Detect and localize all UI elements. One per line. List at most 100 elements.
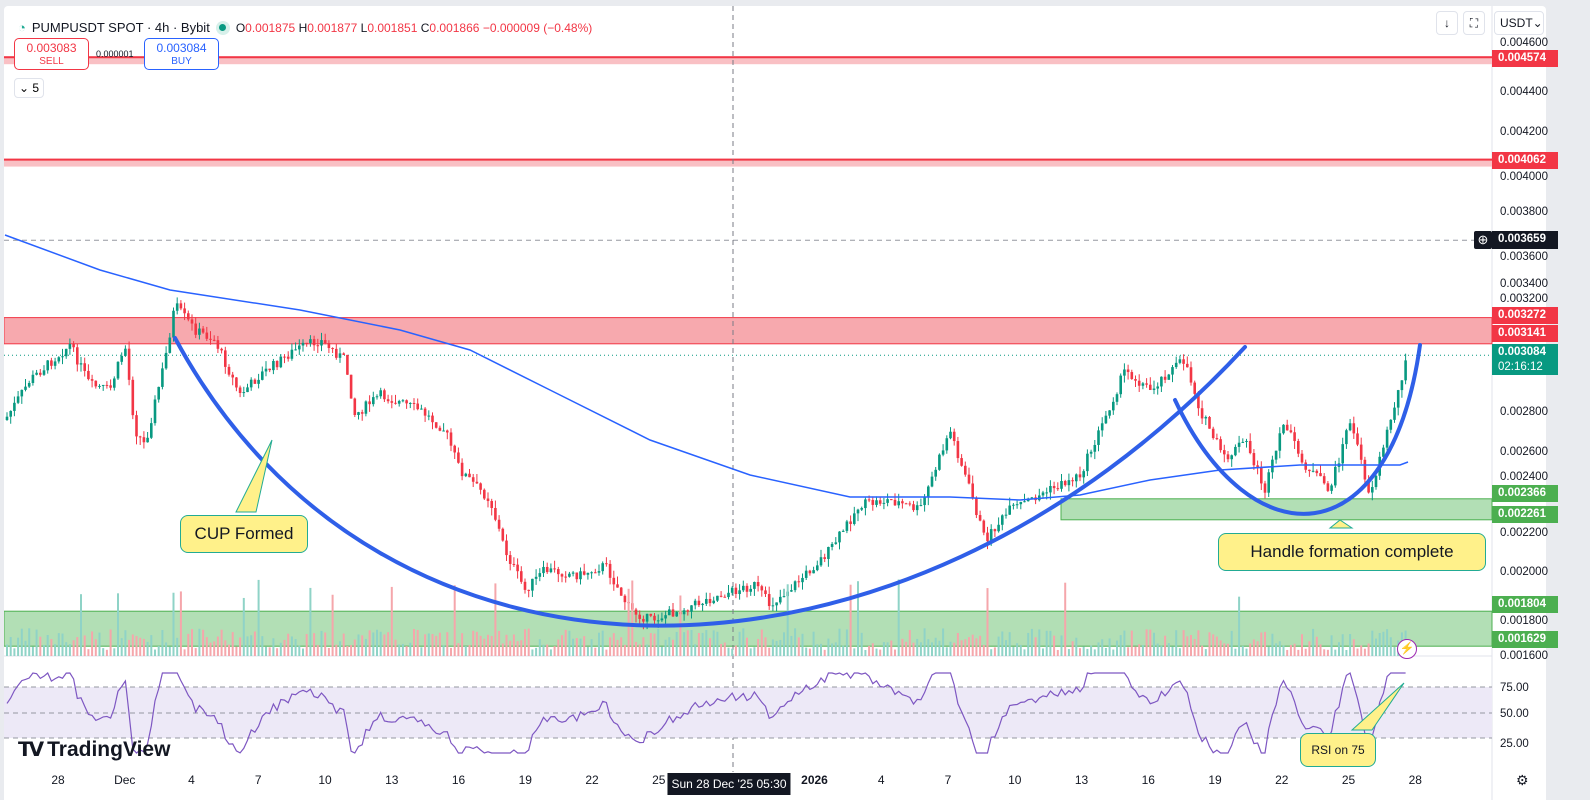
zone-bottom-label: 0.003141 [1492,325,1558,342]
candle-body [438,427,442,431]
volume-bar [1334,649,1337,656]
candle-body [738,590,741,595]
candle-body [564,576,567,578]
candle-body [612,577,616,585]
volume-bar [605,649,608,656]
rsi-callout[interactable]: RSI on 75 [1300,733,1376,767]
handle-curve [1173,343,1422,516]
volume-bar [387,632,390,656]
volume-bar [298,645,301,656]
candle-body [1267,472,1270,493]
volume-bar [757,639,760,656]
lightning-alert-icon[interactable]: ⚡ [1397,639,1417,659]
candle-body [471,477,475,482]
candle-body [264,368,268,372]
candle-body [893,499,897,506]
time-tick: Dec [114,773,136,787]
volume-bar [1326,649,1329,656]
candle-body [1171,367,1174,375]
volume-bar [242,597,245,656]
candle-body [1374,475,1378,488]
candle-body [882,502,886,504]
volume-bar [331,594,334,656]
candle-body [1223,450,1226,455]
volume-bar [1090,645,1093,656]
volume-bar [524,629,526,656]
volume-bar [931,642,933,656]
candle-body [127,348,131,380]
volume-bar [749,648,752,656]
candle-body [597,571,601,573]
candle-body [87,370,90,380]
candle-body [1278,433,1282,451]
volume-bar [450,647,452,656]
scroll-to-realtime-button[interactable]: ↓ [1436,11,1458,35]
candle-body [335,348,338,358]
volume-bar [1275,643,1278,656]
candle-body [1256,465,1259,468]
tradingview-logo[interactable]: 𝗧𝗩 TradingView [18,737,171,762]
candle-body [523,581,527,590]
symbol-title[interactable]: PUMPUSDT SPOT · 4h · Bybit [31,20,210,35]
candle-body [775,602,778,606]
candle-body [1112,401,1115,411]
handle-complete-callout[interactable]: Handle formation complete [1218,533,1486,571]
volume-bar [438,632,441,656]
volume-bar [179,591,182,656]
candle-body [68,344,72,349]
candle-body [246,387,249,393]
volume-bar [87,649,90,656]
volume-bar [472,630,475,656]
candle-body [1293,432,1296,442]
time-tick: 28 [51,773,65,787]
volume-bar [1086,648,1089,656]
volume-bar [694,644,697,656]
candle-body [383,390,386,400]
volume-bar [128,639,131,656]
volume-bar [39,636,42,656]
volume-bar [512,634,515,656]
chart-window[interactable]: ◔ PUMPUSDT SPOT · 4h · Bybit O0.001875 H… [4,6,1558,800]
candle-body [1252,453,1256,466]
candle-body [1204,416,1208,419]
volume-bar [594,647,597,656]
volume-bar [616,639,619,656]
candle-body [834,542,838,544]
volume-bar [446,632,449,656]
rsi-tick: 75.00 [1500,682,1529,694]
volume-bar [157,645,160,656]
volume-bar [820,643,822,656]
candle-body [1182,359,1185,364]
volume-bar [990,649,993,656]
rsi-callout-pointer [1350,682,1405,731]
volume-bar [183,649,186,656]
candle-body [649,613,653,616]
add-alert-plus-icon[interactable]: ⊕ [1474,231,1492,249]
candle-body [1289,430,1293,433]
price-chart[interactable] [4,6,1546,800]
sell-button[interactable]: 0.003083 SELL [14,38,89,70]
candle-body [830,543,834,547]
volume-bar [1223,643,1226,656]
candle-body [31,374,35,383]
volume-bar [1349,634,1352,656]
volume-bar [1249,643,1252,656]
buy-button[interactable]: 0.003084 BUY [144,38,219,70]
volume-bar [405,646,408,656]
candle-body [912,504,915,511]
volume-bar [1104,648,1107,656]
indicators-toggle[interactable]: ⌄ 5 [14,78,44,98]
volume-bar [1338,642,1340,656]
cup-formed-callout[interactable]: CUP Formed [180,515,308,553]
volume-bar [61,633,64,656]
fullscreen-button[interactable]: ⛶ [1463,11,1485,35]
volume-bar [165,642,168,656]
volume-bar [1079,648,1081,656]
candle-body [464,473,468,477]
candle-body [1200,408,1204,419]
settings-gear-icon[interactable]: ⚙ [1516,772,1529,788]
volume-bar [971,634,974,656]
volume-bar [894,649,896,656]
currency-select[interactable]: USDT ⌄ [1494,11,1544,35]
candle-body [1008,505,1011,515]
